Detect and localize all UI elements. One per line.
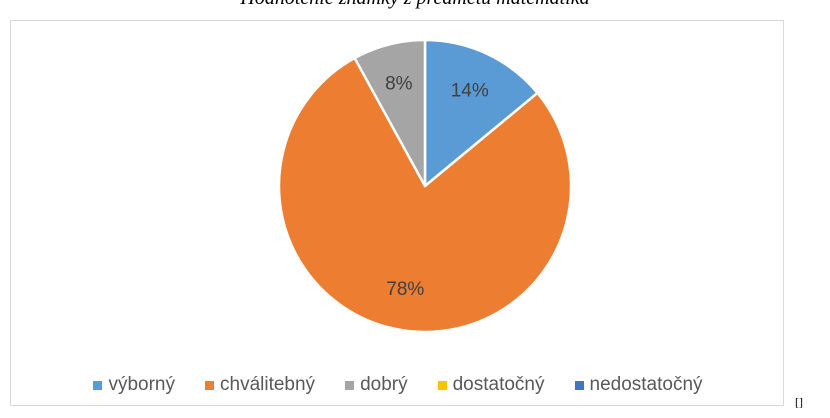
legend-swatch-dobry [345,380,355,390]
data-label-vyborny: 14% [451,80,489,101]
legend-item-vyborny: výborný [93,374,175,396]
data-label-dobry: 8% [385,74,413,95]
corner-mark: [] [795,395,803,409]
legend-label-dostatocny: dostatočný [452,374,545,395]
legend-item-dostatocny: dostatočný [437,374,545,396]
legend-label-nedostatocny: nedostatočný [589,374,703,395]
legend-label-chvalitebny: chválitebný [220,374,316,395]
legend-swatch-dostatocny [437,380,447,390]
legend-swatch-vyborny [93,380,103,390]
legend-item-dobry: dobrý [345,374,408,396]
pie-slice-vyborny [423,38,539,188]
data-label-chvalitebny: 78% [386,279,424,300]
legend-item-nedostatocny: nedostatočný [574,374,703,396]
chart-area: 14% 78% 8% výborný chválitebný dobrý dosta… [10,20,784,406]
legend-swatch-nedostatocny [574,380,584,390]
legend-label-vyborny: výborný [108,374,175,395]
legend-swatch-chvalitebny [205,380,214,390]
pie-slice-chvalitebny [277,56,573,334]
legend-label-dobry: dobrý [360,374,408,395]
legend-item-chvalitebny: chválitebný [205,374,315,396]
chart-caption: Hodnotenie známky z predmetu matematika [0,0,830,9]
pie-slice-dobry [353,38,427,188]
chart-legend: výborný chválitebný dobrý dostatočný ned… [11,374,785,396]
pie-chart: 14% 78% 8% [277,38,573,334]
